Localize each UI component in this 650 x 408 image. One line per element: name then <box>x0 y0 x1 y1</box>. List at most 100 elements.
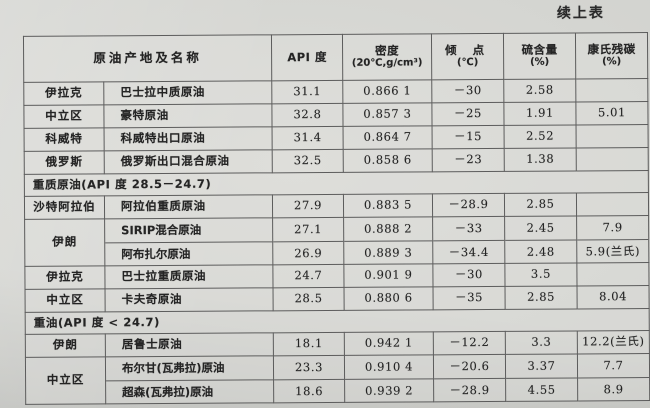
cell-oil-name: 居鲁士原油 <box>105 332 274 357</box>
column-header-origin-name: 原油产地及名称 <box>23 34 272 83</box>
cell-value-line: －20.6 <box>449 358 490 374</box>
cell-pour-point: －20.6 －28.9 <box>433 354 506 402</box>
cell-oil-name: 巴士拉中质原油 <box>103 80 272 105</box>
cell-density: 0.880 6 <box>344 286 434 311</box>
cell-api: 27.9 <box>272 194 344 218</box>
table-header: 原油产地及名称 API 度 密度 (20℃,g/cm³) 倾 点 (℃) 硫含量… <box>23 32 648 83</box>
cell-carbon-residue: 12.2(兰氏) <box>577 330 650 354</box>
cell-origin: 伊朗 <box>25 333 106 358</box>
cell-value-line: －28.9 <box>434 377 506 402</box>
cell-origin: 中立区 <box>25 288 106 313</box>
cell-oil-name: 科威特出口原油 <box>104 126 273 151</box>
cell-oil-name: 布尔甘(瓦弗拉)原油 超森(瓦弗拉)原油 <box>105 355 274 404</box>
cell-value-line: －34.4 <box>433 239 505 264</box>
cell-pour-point: －30 <box>431 79 504 103</box>
cell-value-line: 2.48 <box>505 239 577 263</box>
cell-api: 24.7 <box>272 264 345 288</box>
cell-value-line: 5.9(兰氏) <box>577 239 649 263</box>
column-header-carbon-residue-unit: (%) <box>602 56 622 68</box>
cell-sulfur: 1.38 <box>504 147 577 172</box>
cell-density: 0.942 1 <box>344 331 434 356</box>
cell-oil-name: SIRIP混合原油阿布扎尔原油 <box>104 217 273 266</box>
cell-pour-point: －35 <box>433 286 506 310</box>
cell-origin: 伊拉克 <box>23 81 104 106</box>
cell-sulfur: 2.85 <box>504 192 577 217</box>
cell-carbon-residue <box>576 262 650 286</box>
column-header-pour-point-unit: (℃) <box>456 57 479 69</box>
cell-sulfur: 2.45 2.48 <box>504 215 577 264</box>
cell-sulfur: 1.91 <box>503 101 577 126</box>
cell-value-line: 23.3 <box>294 360 324 375</box>
cell-origin: 俄罗斯 <box>24 150 105 175</box>
cell-api: 27.1 26.9 <box>272 217 344 265</box>
cell-carbon-residue: 5.01 <box>575 101 649 125</box>
cell-value-line: 4.55 <box>506 377 578 401</box>
cell-carbon-residue <box>576 147 649 171</box>
cell-value-line: 8.9 <box>578 377 650 401</box>
cell-carbon-residue: 7.7 8.9 <box>577 353 650 401</box>
column-header-carbon-residue: 康氏残碳 (%) <box>575 32 648 79</box>
cell-oil-name: 豪特原油 <box>103 103 273 128</box>
cell-api: 23.3 18.6 <box>273 355 345 403</box>
cell-value-line: 0.888 2 <box>364 221 413 236</box>
cell-value-line: 7.7 <box>603 358 624 373</box>
cell-oil-name-line: 布尔甘(瓦弗拉)原油 <box>121 360 225 376</box>
cell-sulfur: 3.3 <box>505 330 578 355</box>
cell-density: 0.857 3 <box>342 102 433 127</box>
column-header-density-unit: (20℃,g/cm³) <box>351 57 423 70</box>
cell-pour-point: －23 <box>432 148 505 172</box>
cell-pour-point: －25 <box>431 102 505 126</box>
cell-oil-name: 俄罗斯出口混合原油 <box>104 149 273 174</box>
cell-density: 0.883 5 <box>343 193 433 218</box>
cell-sulfur: 2.52 <box>504 124 577 149</box>
cell-pour-point: －30 <box>432 263 506 287</box>
cell-density: 0.910 4 0.939 2 <box>344 354 434 403</box>
cell-api: 31.1 <box>271 80 343 104</box>
cell-value-line: 27.1 <box>294 222 323 237</box>
cell-api: 32.8 <box>271 103 344 127</box>
cell-pour-point: －15 <box>432 125 505 149</box>
cell-value-line: －33 <box>454 221 483 236</box>
column-header-pour-point: 倾 点 (℃) <box>431 33 504 80</box>
cell-value-line: 2.45 <box>526 220 555 235</box>
header-row: 原油产地及名称 API 度 密度 (20℃,g/cm³) 倾 点 (℃) 硫含量… <box>23 32 648 83</box>
cell-sulfur: 3.5 <box>504 262 578 287</box>
cell-origin: 中立区 <box>25 356 106 405</box>
cell-carbon-residue <box>575 78 648 102</box>
crude-oil-properties-table: 原油产地及名称 API 度 密度 (20℃,g/cm³) 倾 点 (℃) 硫含量… <box>22 32 650 405</box>
cell-value-line: 0.910 4 <box>364 359 414 374</box>
column-header-density: 密度 (20℃,g/cm³) <box>342 33 432 81</box>
cell-pour-point: －12.2 <box>433 331 506 355</box>
cell-sulfur: 2.58 <box>503 78 576 103</box>
cell-api: 31.4 <box>272 126 344 150</box>
cell-api: 28.5 <box>273 287 345 311</box>
cell-pour-point: －28.9 <box>432 193 505 217</box>
data-table: 原油产地及名称 API 度 密度 (20℃,g/cm³) 倾 点 (℃) 硫含量… <box>22 32 650 405</box>
cell-carbon-residue: 7.9 5.9(兰氏) <box>576 215 649 263</box>
cell-value-line: 3.37 <box>527 358 556 373</box>
cell-density: 0.858 6 <box>343 148 433 173</box>
cell-carbon-residue: 8.04 <box>577 285 650 309</box>
table-row: 伊朗 SIRIP混合原油 阿布扎尔原油 27.1 26.9 0.888 2 0.889 3 －… <box>24 215 649 267</box>
cell-oil-name-line: 阿布扎尔原油 <box>105 241 273 266</box>
cell-carbon-residue <box>576 124 649 148</box>
column-header-sulfur: 硫含量 (%) <box>503 32 576 80</box>
cell-api: 32.5 <box>272 149 344 173</box>
cell-oil-name: 卡夫奇原油 <box>105 287 274 312</box>
cell-sulfur: 2.85 <box>505 285 578 310</box>
cell-origin: 沙特阿拉伯 <box>24 195 105 220</box>
cell-oil-name-line: SIRIP混合原油 <box>121 222 202 238</box>
cell-density: 0.901 9 <box>343 263 434 288</box>
cell-api: 18.1 <box>273 332 345 356</box>
column-header-density-label: 密度 <box>375 43 400 58</box>
column-header-pour-point-label: 倾 点 <box>445 42 491 58</box>
cell-origin: 中立区 <box>23 104 105 129</box>
cell-carbon-residue <box>576 192 649 216</box>
table-row: 中立区 布尔甘(瓦弗拉)原油 超森(瓦弗拉)原油 23.3 18.6 0.910 4 0.9… <box>25 353 650 405</box>
cell-value-line: 0.939 2 <box>345 378 434 402</box>
column-header-carbon-residue-label: 康氏残碳 <box>587 41 636 57</box>
cell-value-line: 18.6 <box>274 378 345 403</box>
column-header-sulfur-unit: (%) <box>530 57 550 69</box>
